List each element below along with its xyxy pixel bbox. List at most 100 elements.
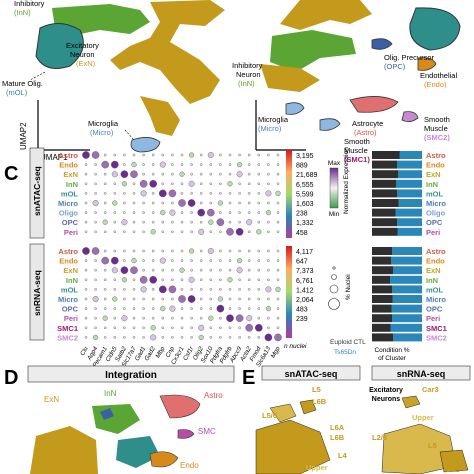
dot <box>219 172 222 176</box>
dot <box>190 172 193 176</box>
dot <box>180 182 184 186</box>
label-inn-left: (InN) <box>14 8 31 17</box>
dot <box>92 199 99 206</box>
dot <box>190 288 193 291</box>
right-row-label: SMC2 <box>426 333 447 342</box>
dot <box>151 316 155 320</box>
bar-euploid <box>372 323 391 332</box>
dot <box>132 230 136 234</box>
dot <box>257 336 261 339</box>
dot <box>190 307 193 310</box>
right-row-label: Micro <box>426 295 446 304</box>
umap-cluster-micro-left <box>130 137 161 153</box>
rna-row-label: Astro <box>58 247 78 256</box>
dot <box>92 334 99 341</box>
dot <box>219 249 222 253</box>
dot <box>171 163 174 166</box>
label-neuron-left: Neuron <box>70 50 95 59</box>
dot <box>120 170 129 178</box>
dot <box>208 219 214 225</box>
dot <box>219 182 222 186</box>
e-label-l23: L2/3 <box>372 433 387 442</box>
legend-euploid: Euploid CTL <box>330 339 366 346</box>
dot <box>84 326 88 330</box>
dot <box>199 316 203 320</box>
dot <box>132 278 136 282</box>
dot <box>102 315 108 321</box>
dot <box>199 153 203 157</box>
dot <box>190 316 193 320</box>
dot <box>94 307 97 310</box>
umap-cluster-exn-left <box>110 0 225 104</box>
dot <box>132 220 136 224</box>
pct-legend-dot-1 <box>332 266 336 270</box>
dot <box>228 249 232 253</box>
bar-euploid <box>372 170 398 179</box>
dot <box>151 192 155 195</box>
dot <box>103 201 107 205</box>
bar-ts <box>397 160 422 169</box>
umap-cluster-opc-right <box>409 7 461 51</box>
d-label-astro: Astro <box>204 391 223 400</box>
right-row-label: OPC <box>426 305 443 314</box>
dot <box>142 307 145 310</box>
dot <box>228 268 232 272</box>
label-muscle1: Muscle <box>344 146 368 155</box>
dot <box>275 286 281 293</box>
dot <box>275 190 281 197</box>
dot <box>91 151 100 159</box>
dot <box>238 326 241 330</box>
dot <box>228 307 232 310</box>
dot <box>247 153 251 157</box>
dot <box>209 172 213 176</box>
right-row-label: ExN <box>426 170 441 179</box>
dot <box>180 192 184 195</box>
dot <box>247 278 251 282</box>
dot <box>276 163 280 166</box>
dot <box>199 259 203 262</box>
dot <box>84 192 88 195</box>
right-row-label: Astro <box>426 247 446 256</box>
atac-side-label: snATAC-seq <box>32 166 42 216</box>
dot <box>149 179 157 188</box>
dot <box>267 297 270 301</box>
dot <box>113 316 117 320</box>
dot <box>219 230 222 234</box>
bar-euploid <box>372 189 397 198</box>
label-exn-left: (ExN) <box>76 59 96 68</box>
dot <box>199 249 203 253</box>
e-label-l6b2: L6B <box>330 433 345 442</box>
gene-label: Mbp <box>154 345 166 359</box>
umap-axis-y: UMAP2 <box>19 122 28 150</box>
bar-euploid <box>372 160 397 169</box>
dot <box>276 316 280 320</box>
dot <box>257 268 261 272</box>
right-row-label: Micro <box>426 199 446 208</box>
dot <box>161 316 165 320</box>
rna-color-strip <box>286 246 292 338</box>
dot <box>219 278 222 282</box>
expression-colorbar <box>329 167 339 209</box>
dot <box>142 316 145 320</box>
label-olig-precursor: Olig. Precursor <box>384 53 435 62</box>
umap-cluster-endo <box>417 57 437 71</box>
dot <box>276 230 280 234</box>
dot <box>103 336 107 339</box>
pct-legend-dot-2 <box>331 274 337 280</box>
right-row-label: Endo <box>426 257 445 266</box>
dot <box>226 314 234 323</box>
dot <box>103 172 107 176</box>
dot <box>113 230 117 234</box>
bar-ts <box>393 266 422 275</box>
d-label-exn: ExN <box>44 395 59 404</box>
d-cluster-small <box>100 408 114 420</box>
dot <box>247 259 251 262</box>
dot <box>180 336 184 339</box>
dot <box>91 247 100 255</box>
dot <box>228 326 232 330</box>
panel-d: Integration ExN InN Astro SMC Endo <box>27 365 235 474</box>
dot <box>168 189 177 198</box>
panel-c: snATAC-seq snRNA-seq AstroEndoExNInNmOLM… <box>29 147 447 369</box>
dot <box>256 229 262 235</box>
